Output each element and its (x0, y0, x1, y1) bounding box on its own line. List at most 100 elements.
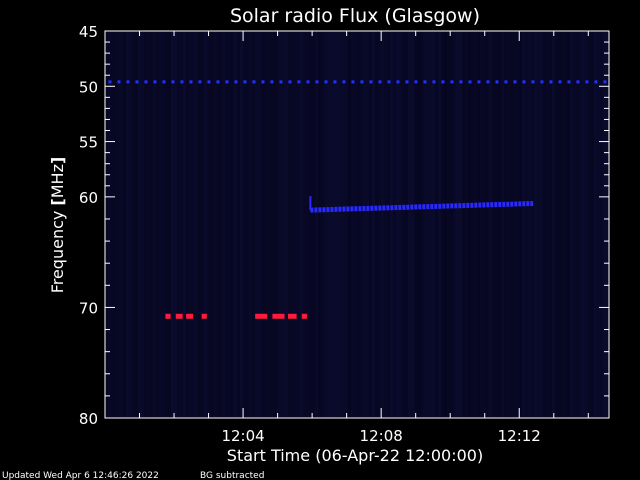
noise-column (537, 31, 540, 418)
noise-column (438, 31, 441, 418)
noise-column (456, 31, 459, 418)
noise-column (174, 31, 177, 418)
noise-column (216, 31, 219, 418)
noise-column (126, 31, 129, 418)
x-tick-label: 12:12 (498, 427, 541, 445)
noise-column (396, 31, 399, 418)
noise-column (279, 31, 282, 418)
noise-column (201, 31, 204, 418)
noise-column (384, 31, 387, 418)
noise-column (459, 31, 462, 418)
spectrogram-features (108, 80, 609, 319)
noise-column (243, 31, 246, 418)
noise-column (567, 31, 570, 418)
noise-column (390, 31, 393, 418)
chart-title: Solar radio Flux (Glasgow) (230, 5, 480, 27)
noise-column (162, 31, 165, 418)
noise-column (507, 31, 510, 418)
noise-column (471, 31, 474, 418)
noise-column (462, 31, 465, 418)
noise-column (522, 31, 525, 418)
noise-column (204, 31, 207, 418)
y-tick-label: 55 (79, 134, 98, 152)
noise-column (258, 31, 261, 418)
noise-column (360, 31, 363, 418)
noise-column (210, 31, 213, 418)
noise-column (264, 31, 267, 418)
noise-column (450, 31, 453, 418)
noise-column (168, 31, 171, 418)
noise-column (147, 31, 150, 418)
noise-column (369, 31, 372, 418)
noise-column (285, 31, 288, 418)
noise-column (297, 31, 300, 418)
noise-column (105, 31, 108, 418)
noise-column (339, 31, 342, 418)
y-axis-label-text: Frequency (48, 206, 67, 294)
noise-column (222, 31, 225, 418)
y-axis-label-unit: MHz (48, 164, 67, 198)
noise-column (414, 31, 417, 418)
noise-column (318, 31, 321, 418)
burst-segment (301, 313, 307, 319)
noise-column (402, 31, 405, 418)
noise-column (405, 31, 408, 418)
noise-column (309, 31, 312, 418)
noise-column (387, 31, 390, 418)
noise-column (570, 31, 573, 418)
noise-column (288, 31, 291, 418)
noise-column (276, 31, 279, 418)
noise-column (552, 31, 555, 418)
noise-column (477, 31, 480, 418)
noise-column (381, 31, 384, 418)
noise-column (423, 31, 426, 418)
noise-column (336, 31, 339, 418)
noise-column (306, 31, 309, 418)
noise-column (255, 31, 258, 418)
footer-updated: Updated Wed Apr 6 12:46:26 2022 (2, 471, 159, 480)
noise-column (357, 31, 360, 418)
burst-segment (201, 313, 207, 319)
noise-column (474, 31, 477, 418)
burst-segment (287, 313, 297, 319)
noise-column (249, 31, 252, 418)
noise-column (432, 31, 435, 418)
noise-column (516, 31, 519, 418)
burst-segment (175, 313, 183, 319)
noise-column (315, 31, 318, 418)
noise-column (597, 31, 600, 418)
noise-column (189, 31, 192, 418)
noise-column (228, 31, 231, 418)
burst-segment (186, 313, 194, 319)
noise-column (504, 31, 507, 418)
noise-column (138, 31, 141, 418)
noise-column (165, 31, 168, 418)
noise-column (561, 31, 564, 418)
noise-column (399, 31, 402, 418)
noise-column (312, 31, 315, 418)
noise-column (378, 31, 381, 418)
noise-column (480, 31, 483, 418)
noise-column (294, 31, 297, 418)
noise-column (429, 31, 432, 418)
noise-column (186, 31, 189, 418)
noise-column (468, 31, 471, 418)
noise-column (579, 31, 582, 418)
noise-column (600, 31, 603, 418)
noise-column (114, 31, 117, 418)
noise-column (180, 31, 183, 418)
noise-column (213, 31, 216, 418)
noise-column (555, 31, 558, 418)
noise-column (234, 31, 237, 418)
y-axis-bracket-open: [ (48, 198, 67, 205)
noise-column (111, 31, 114, 418)
noise-column (435, 31, 438, 418)
noise-column (303, 31, 306, 418)
noise-column (132, 31, 135, 418)
noise-column (150, 31, 153, 418)
noise-column (447, 31, 450, 418)
noise-column (588, 31, 591, 418)
noise-column (372, 31, 375, 418)
y-tick-label: 60 (79, 189, 98, 207)
burst-segment (272, 313, 285, 319)
